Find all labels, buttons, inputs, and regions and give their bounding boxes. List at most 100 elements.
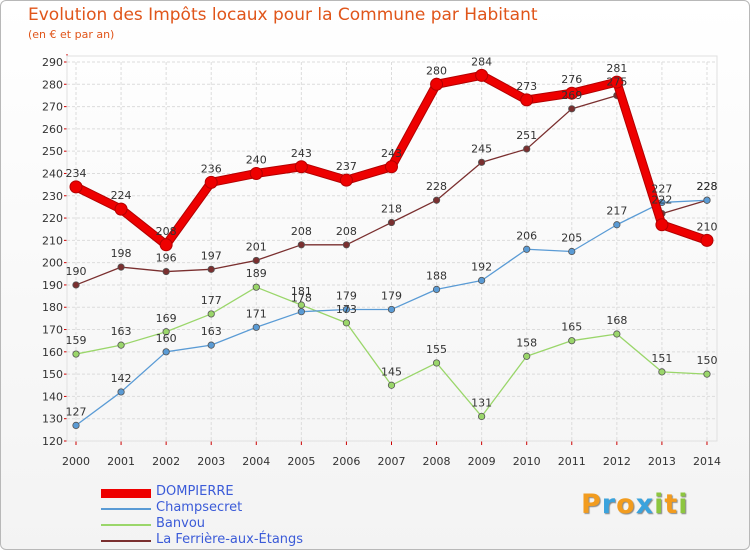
y-tick-label: 240: [42, 167, 63, 180]
data-label: 160: [156, 332, 177, 345]
data-label: 273: [516, 80, 537, 93]
data-label: 245: [471, 142, 492, 155]
x-tick-label: 2000: [62, 455, 90, 468]
data-label: 178: [291, 292, 312, 305]
logo-letter: x: [635, 489, 655, 520]
data-labels: 2342242082362402432372432802842732762812…: [66, 55, 718, 418]
data-label: 206: [516, 229, 537, 242]
y-tick-label: 220: [42, 212, 63, 225]
data-point: [204, 175, 218, 189]
x-tick-label: 2014: [693, 455, 721, 468]
data-point: [568, 247, 576, 256]
data-label: 240: [246, 153, 267, 166]
data-label: 171: [246, 307, 267, 320]
data-point: [430, 77, 444, 91]
axes: 1201301401501601701801902002102202302402…: [42, 54, 721, 468]
data-label: 237: [336, 160, 357, 173]
data-point: [297, 241, 305, 249]
data-label: 150: [696, 354, 717, 367]
data-point: [703, 196, 711, 204]
data-point: [252, 283, 260, 291]
y-tick-label: 120: [42, 435, 63, 448]
x-tick-label: 2001: [107, 455, 135, 468]
data-point: [342, 241, 351, 249]
x-tick-label: 2010: [513, 455, 541, 468]
data-label: 228: [696, 180, 717, 193]
legend-swatch: [101, 524, 151, 526]
data-point: [565, 86, 579, 100]
data-point: [117, 263, 125, 271]
data-label: 127: [66, 405, 87, 418]
data-label: 224: [111, 189, 132, 202]
legend-swatch: [101, 508, 151, 510]
data-point: [249, 166, 263, 180]
data-label: 198: [111, 247, 132, 260]
data-point: [252, 323, 260, 331]
legend-label: DOMPIERRE: [156, 484, 234, 499]
data-point: [162, 348, 170, 356]
data-label: 192: [471, 260, 492, 273]
data-label: 228: [426, 180, 447, 193]
data-label: 131: [471, 396, 492, 409]
data-label: 179: [336, 289, 357, 302]
data-point: [72, 350, 80, 358]
y-tick-label: 260: [42, 123, 63, 136]
data-label: 281: [606, 62, 627, 75]
y-tick-label: 130: [42, 413, 63, 426]
data-point: [69, 180, 83, 194]
legend-swatch: [101, 540, 151, 542]
proxiti-logo: Proxiti: [581, 489, 689, 520]
y-tick-label: 270: [42, 101, 63, 114]
y-tick-label: 200: [42, 257, 63, 270]
x-tick-label: 2013: [648, 455, 676, 468]
data-label: 284: [471, 55, 492, 68]
data-point: [342, 305, 351, 314]
chart-subtitle: (en € et par an): [28, 28, 115, 41]
data-label: 190: [66, 265, 87, 278]
data-point: [523, 352, 531, 360]
legend-swatch: [101, 489, 151, 498]
chart-title: Evolution des Impôts locaux pour la Comm…: [28, 5, 538, 25]
data-label: 217: [606, 205, 627, 218]
data-label: 234: [66, 167, 87, 180]
data-point: [342, 319, 351, 327]
data-label: 228: [696, 180, 717, 193]
data-point: [432, 285, 441, 293]
logo-letter: o: [616, 489, 636, 520]
data-point: [475, 68, 489, 82]
data-label: 145: [381, 365, 402, 378]
y-tick-label: 140: [42, 390, 63, 403]
data-point: [655, 218, 669, 232]
data-point: [162, 328, 170, 336]
data-point: [613, 221, 621, 229]
data-label: 280: [426, 64, 447, 77]
data-point: [387, 218, 396, 227]
data-point: [700, 233, 714, 247]
data-label: 205: [561, 232, 582, 245]
series-group: [69, 68, 714, 429]
data-label: 196: [156, 252, 177, 265]
data-point: [117, 341, 125, 349]
plot-area: [66, 55, 718, 442]
data-point: [523, 145, 531, 153]
data-point: [297, 308, 305, 316]
data-label: 165: [561, 321, 582, 334]
data-point: [114, 202, 128, 216]
data-point: [658, 368, 666, 376]
data-point: [159, 238, 173, 252]
data-point: [339, 173, 353, 187]
data-label: 236: [201, 162, 222, 175]
logo-letter: P: [581, 489, 602, 520]
data-label: 275: [606, 75, 627, 88]
data-label: 201: [246, 240, 267, 253]
data-point: [520, 93, 534, 107]
y-tick-label: 160: [42, 346, 63, 359]
data-point: [387, 305, 396, 314]
data-point: [207, 310, 215, 318]
data-point: [478, 158, 486, 166]
data-point: [523, 245, 531, 253]
data-point: [478, 412, 486, 421]
data-point: [252, 256, 260, 265]
data-label: 208: [156, 225, 177, 238]
